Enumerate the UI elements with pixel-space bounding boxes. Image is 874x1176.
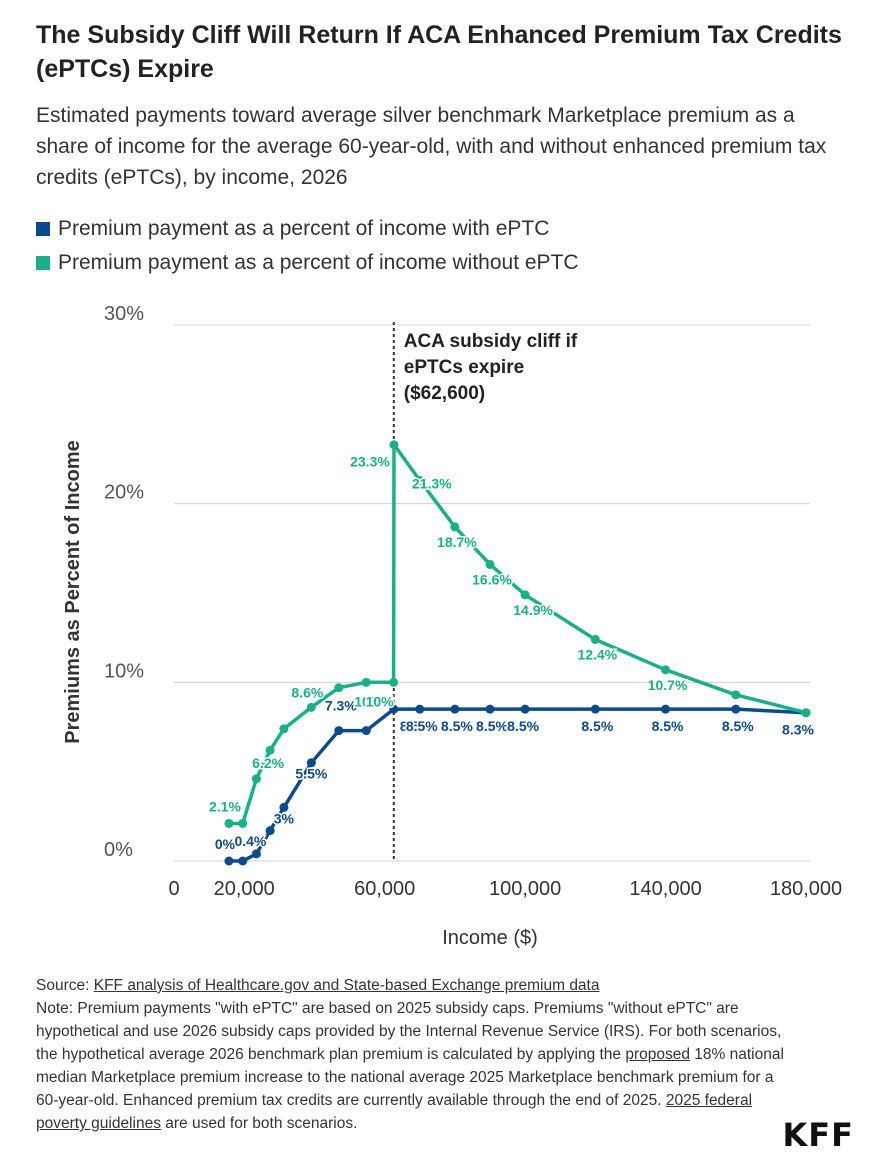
line-chart: 0% 10% 20% 30% 0 20,000 60,000 100,000 140,000 18… [62, 303, 842, 949]
kff-logo: KFF [782, 1116, 854, 1154]
data-label-with: 0.4% [234, 833, 266, 849]
data-label-without: 2.1% [209, 798, 241, 814]
legend-item-without: Premium payment as a percent of income w… [36, 246, 579, 280]
legend-swatch-with [36, 222, 50, 236]
data-point-without [389, 440, 399, 450]
data-label-with: 8.5% [441, 718, 473, 734]
y-tick-label: 0% [104, 839, 133, 861]
source-prefix: Source: [36, 977, 94, 994]
data-label-without: 6.2% [252, 755, 284, 771]
data-point-without [389, 677, 399, 687]
legend: Premium payment as a percent of income w… [36, 212, 579, 280]
data-label-without: 16.6% [472, 571, 512, 587]
data-point-without [251, 774, 261, 784]
x-tick-label: 140,000 [629, 878, 701, 900]
data-point-without [224, 818, 234, 828]
data-point-with [224, 856, 234, 866]
note-text: Note: Premium payments "with ePTC" are b… [36, 997, 796, 1135]
data-label-with: 8.3% [782, 722, 814, 738]
x-axis-title: Income ($) [442, 927, 538, 949]
data-label-without: 18.7% [437, 534, 477, 550]
y-axis-title: Premiums as Percent of Income [62, 440, 84, 743]
data-label-with: 8.5% [400, 718, 432, 734]
data-label-without: 10% [366, 693, 395, 709]
data-label-with: 5.5% [295, 766, 327, 782]
data-point-with [731, 704, 741, 714]
data-label-with: 8.5% [581, 718, 613, 734]
chart-subtitle: Estimated payments toward average silver… [36, 104, 827, 189]
data-label-without: 8.6% [291, 684, 323, 700]
data-point-without [306, 702, 316, 712]
x-tick-label: 180,000 [770, 878, 842, 900]
data-point-without [590, 634, 600, 644]
y-tick-label: 20% [104, 482, 144, 504]
data-point-without [801, 708, 811, 718]
legend-label-with: Premium payment as a percent of income w… [58, 217, 550, 240]
subsidy-cliff-annotation: ACA subsidy cliff if [404, 331, 578, 352]
data-point-without [334, 683, 344, 693]
data-label-with: 8.5% [722, 718, 754, 734]
subsidy-cliff-annotation: ePTCs expire [404, 357, 524, 378]
series-line-without [228, 442, 807, 826]
data-point-with [361, 726, 371, 736]
data-point-with [334, 726, 344, 736]
data-point-without [661, 665, 671, 675]
data-label-with: 8.5% [406, 718, 438, 734]
data-point-with [520, 704, 530, 714]
x-tick-label: 0 [168, 878, 179, 900]
data-point-with [590, 704, 600, 714]
data-label-with: 7.3% [325, 698, 357, 714]
legend-item-with: Premium payment as a percent of income w… [36, 212, 579, 246]
data-label-with: 0% [215, 836, 236, 852]
data-label-without: 12.4% [577, 646, 617, 662]
subsidy-cliff-annotation: ($62,600) [404, 383, 485, 404]
data-label-with: 8.5% [476, 718, 508, 734]
data-point-with [279, 802, 289, 812]
footer: Source: KFF analysis of Healthcare.gov a… [36, 974, 796, 1135]
x-tick-label: 20,000 [214, 878, 275, 900]
data-point-without [450, 522, 460, 532]
note-part-1: Note: Premium payments "with ePTC" are b… [36, 1000, 782, 1063]
chart-title: The Subsidy Cliff Will Return If ACA Enh… [36, 21, 842, 83]
data-point-without [520, 590, 530, 600]
proposed-link[interactable]: proposed [625, 1046, 690, 1063]
note-part-2: 18% national median Marketplace premium … [36, 1046, 784, 1109]
x-tick-label: 100,000 [489, 878, 561, 900]
data-point-with [450, 704, 460, 714]
data-point-without [731, 690, 741, 700]
data-label-without: 14.9% [513, 602, 553, 618]
data-label-without: 10.7% [648, 677, 688, 693]
data-point-without [238, 818, 248, 828]
source-link[interactable]: KFF analysis of Healthcare.gov and State… [93, 977, 600, 994]
poverty-guidelines-link[interactable]: 2025 federal poverty guidelines [36, 1092, 753, 1132]
data-label-with: 8.5% [652, 718, 684, 734]
data-point-without [415, 475, 425, 485]
y-tick-label: 10% [104, 660, 144, 682]
data-point-without [485, 559, 495, 569]
data-point-without [361, 677, 371, 687]
data-point-with [251, 849, 261, 859]
data-point-without [265, 745, 275, 755]
data-point-with [415, 704, 425, 714]
data-point-with [238, 856, 248, 866]
data-point-with [265, 826, 275, 836]
y-tick-label: 30% [104, 303, 144, 325]
data-label-without: 23.3% [350, 454, 390, 470]
data-label-with: 3% [274, 810, 295, 826]
legend-label-without: Premium payment as a percent of income w… [58, 251, 579, 274]
x-tick-label: 60,000 [354, 878, 415, 900]
data-label-without: 21.3% [412, 475, 452, 491]
data-point-with [389, 704, 399, 714]
data-label-with: 8.5% [507, 718, 539, 734]
data-label-without: 10% [354, 693, 383, 709]
legend-swatch-without [36, 256, 50, 270]
data-point-without [279, 724, 289, 734]
data-point-with [485, 704, 495, 714]
data-point-with [661, 704, 671, 714]
data-point-with [306, 758, 316, 768]
source-line: Source: KFF analysis of Healthcare.gov a… [36, 974, 796, 997]
note-part-3: are used for both scenarios. [160, 1115, 358, 1132]
